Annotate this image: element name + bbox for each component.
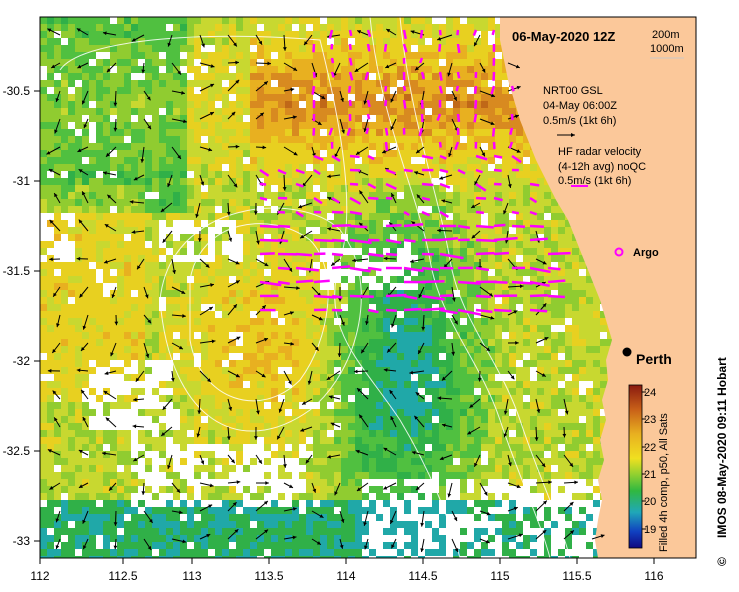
legend-radar-2: (4-12h avg) noQC [558,161,646,173]
legend-glider-1: NRT00 GSL [543,85,603,97]
colorbar-ticks: 24 23 22 21 20 19 [642,387,656,536]
y-tick-label: -31.5 [3,264,31,278]
legend-glider-3: 0.5m/s (1kt 6h) [543,115,616,127]
plot-border [39,16,697,559]
legend-glider-arrowhead [571,133,575,137]
legend-radar-3: 0.5m/s (1kt 6h) [558,175,631,187]
land-mass [500,17,696,558]
x-tick-label: 116 [644,569,663,583]
legend: NRT00 GSL 04-May 06:00Z 0.5m/s (1kt 6h) … [543,85,659,259]
colorbar-tick-label: 20 [644,496,656,508]
colorbar-tick-label: 24 [644,387,656,399]
depth-label-200: 200m [652,29,680,41]
colorbar-tick-label: 23 [644,414,656,426]
plot-area [40,17,696,558]
colorbar-tick-label: 19 [644,524,656,536]
y-axis: -30.5 -31 -31.5 -32 -32.5 -33 [3,84,40,548]
perth-marker-icon [622,347,632,357]
legend-glider-2: 04-May 06:00Z [543,100,617,112]
argo-marker-icon [614,247,624,257]
x-tick-label: 115 [490,569,509,583]
y-tick-label: -31 [13,174,31,188]
x-axis: 112 112.5 113 113.5 114 114.5 115 115.5 116 [30,558,664,583]
hf-radar-arrows [259,29,571,316]
y-tick-label: -33 [13,534,31,548]
city-label-perth: Perth [636,351,672,367]
depth-contours [59,17,571,558]
legend-radar-1: HF radar velocity [558,146,642,158]
x-tick-label: 114 [336,569,355,583]
x-tick-label: 113 [182,569,201,583]
x-tick-label: 113.5 [254,569,283,583]
map-title: 06-May-2020 12Z [512,29,615,44]
x-tick-label: 115.5 [562,569,591,583]
depth-label-1000: 1000m [650,43,684,55]
copyright-symbol: © [715,557,729,566]
colorbar-tick-label: 22 [644,442,656,454]
y-tick-label: -32 [13,354,31,368]
colorbar: 24 23 22 21 20 19 Filled 4h comp, p50, All Sa… [628,384,670,552]
legend-argo: Argo [633,247,659,259]
colorbar-tick-label: 21 [644,469,656,481]
y-tick-label: -30.5 [3,84,31,98]
credit-text: IMOS 08-May-2020 09:11 Hobart [715,357,729,538]
y-tick-label: -32.5 [3,444,31,458]
x-tick-label: 112 [30,569,49,583]
x-tick-label: 112.5 [108,569,137,583]
x-tick-label: 114.5 [408,569,437,583]
colorbar-label: Filled 4h comp, p50, All Sats [658,413,670,552]
colorbar-gradient [628,384,643,549]
